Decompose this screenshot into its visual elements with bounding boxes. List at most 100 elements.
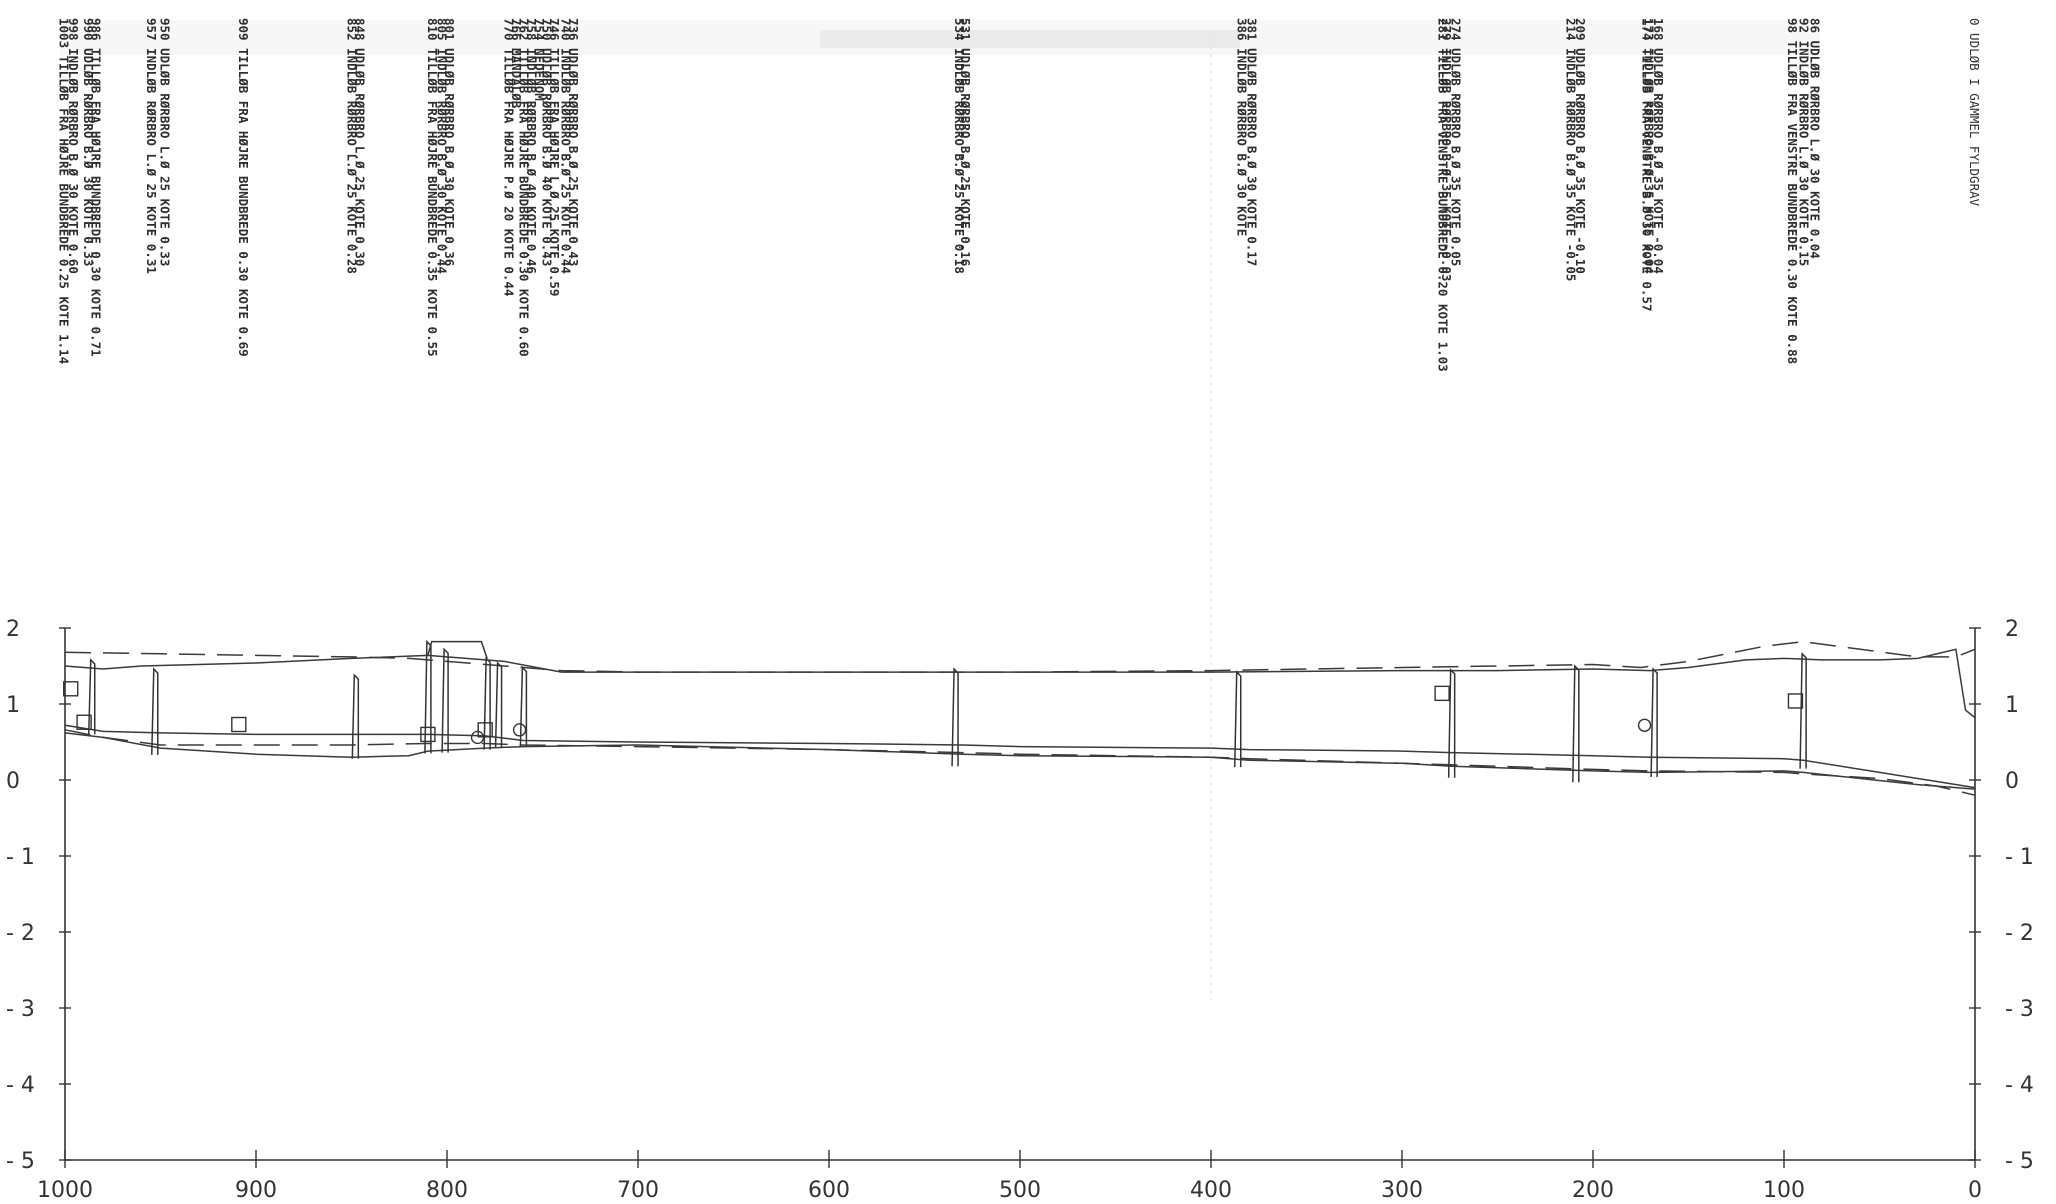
inflow-markers	[63, 681, 1804, 745]
station-annotation: 950 UDLØB RØRBRO L.Ø 25 KOTE 0.33	[158, 18, 173, 266]
profile-line	[64, 732, 1976, 790]
station-annotation: 801 UDLØB RØRBRO B.Ø 30 KOTE 0.36	[442, 18, 457, 266]
culvert-structure	[519, 665, 528, 747]
y-tick-label-right: - 5	[2005, 1149, 2034, 1174]
culvert-structure	[351, 673, 360, 759]
station-annotation: 381 UDLØB RØRBRO B.Ø 30 KOTE 0.17	[1244, 18, 1259, 266]
plot-frame: 2 21 10 0- 1- 1- 2- 2- 3- 3- 4- 4- 5- 51000…	[6, 617, 2034, 1203]
culvert-structures	[87, 639, 1807, 783]
culvert-structure	[951, 667, 959, 767]
station-annotation: 98 TILLØB FRA VENSTRE BUNDBREDE 0.30 KOT…	[1785, 18, 1800, 364]
culvert-structure	[1650, 667, 1658, 777]
profile-line	[64, 729, 1976, 796]
x-tick-label: 400	[1190, 1178, 1232, 1203]
inflow-circle-marker	[512, 723, 527, 737]
y-tick-label-right: 0	[2005, 769, 2019, 794]
x-tick-label: 300	[1381, 1178, 1423, 1203]
culvert-structure	[1572, 664, 1580, 783]
station-annotation: 998 INDLØB RØRBRO B.Ø 30 KOTE 0.60	[66, 18, 81, 274]
y-tick-label-right: - 1	[2005, 845, 2034, 870]
station-annotation: 279 INDLØB RØRBRO B.Ø 35 KOTE -0.03	[1439, 18, 1454, 281]
inflow-square-marker	[1434, 685, 1450, 702]
inflow-square-marker	[231, 716, 247, 733]
profile-lines	[64, 640, 1976, 796]
x-tick-label: 800	[426, 1178, 468, 1203]
culvert-structure	[1799, 652, 1807, 769]
x-tick-label: 1000	[37, 1178, 93, 1203]
station-annotation: 736 UDLØB RØRBRO B.Ø 25 KOTE 0.43	[566, 18, 581, 266]
station-annotation: 754 NEDENOM	[532, 18, 547, 101]
inflow-square-marker	[477, 722, 493, 738]
station-annotation: 852 INDLØB RØRBRO L.Ø 25 KOTE 0.28	[345, 18, 360, 274]
station-annotation: 770 TILLØB FRA HØJRE P.Ø 20 KOTE 0.44	[501, 18, 516, 296]
y-tick-label-left: - 3	[6, 997, 35, 1022]
y-tick-label-left: - 4	[6, 1073, 35, 1098]
inflow-circle-marker	[470, 730, 485, 745]
station-annotation: 805 INDLØB RØRBRO B.Ø 30 KOTE 0.44	[434, 18, 449, 274]
culvert-structure	[441, 647, 449, 753]
station-annotation: 173 INDLØB RØRBRO B.Ø 35 KOTE 0.04	[1642, 18, 1657, 274]
y-tick-label-left: 1	[6, 693, 20, 718]
culvert-structure	[494, 661, 503, 748]
inflow-circle-marker	[1637, 718, 1652, 732]
x-tick-label: 0	[1968, 1178, 1982, 1203]
station-annotation: 909 TILLØB FRA HØJRE BUNDBREDE 0.30 KOTE…	[236, 18, 251, 357]
station-annotation: 274 UDLØB RØRBRO B.Ø 35 KOTE 0.05	[1449, 18, 1464, 266]
station-annotation: 848 UDLØB RØRBRO L.Ø 25 KOTE 0.30	[352, 18, 367, 266]
x-tick-label: 600	[808, 1178, 850, 1203]
station-annotation: 746 TILLØB FRA HØJRE L.Ø 25 KOTE 0.59	[547, 18, 562, 296]
station-annotation: 762 TILLØB FRA HØJRE BUNDBREDE 0.30 KOTE…	[517, 18, 532, 357]
y-tick-label-right: 1	[2005, 693, 2019, 718]
station-annotation: 986 TILLØB FRA HØJRE BUNDBREDE 0.30 KOTE…	[89, 18, 104, 357]
y-tick-label-right: 2	[2005, 617, 2019, 642]
x-tick-label: 200	[1572, 1178, 1614, 1203]
y-tick-label-left: 2	[6, 617, 20, 642]
x-tick-label: 500	[999, 1178, 1041, 1203]
inflow-square-marker	[63, 681, 79, 697]
culvert-structure	[424, 639, 432, 754]
station-annotation: 168 UDLØB RØRBRO B.Ø 35 KOTE -0.04	[1651, 18, 1666, 274]
culvert-structure	[87, 658, 96, 735]
station-annotation: 281 TILLØB FRA VENSTRE BUNDBREDE 0.20 KO…	[1435, 18, 1450, 372]
station-annotation: 740 INDLØB RØRBRO B.Ø 25 KOTE 0.44	[559, 18, 574, 274]
station-annotation: 810 TILLØB FRA HØJRE BUNDBREDE 0.35 KOTE…	[425, 18, 440, 357]
profile-line	[64, 724, 1976, 789]
scan-smudge	[820, 30, 1240, 48]
station-annotation: 1003 TILLØB FRA HØJRE BUNDBREDE 0.25 KOT…	[56, 18, 71, 364]
drawing-header: 0 UDLØB I GAMMEL FYLDGRAV	[1967, 18, 1982, 207]
station-annotation: 174 TILLØB FRA VENSTRE B.Ø 30 KOTE 0.57	[1640, 18, 1655, 312]
x-tick-label: 100	[1763, 1178, 1805, 1203]
inflow-square-marker	[420, 726, 436, 743]
paper-marks	[60, 20, 1820, 1000]
y-tick-label-left: - 5	[6, 1149, 35, 1174]
annotations-layer: 0 UDLØB I GAMMEL FYLDGRAV 86 UDLØB RØRBRO…	[56, 18, 1982, 372]
station-annotation: 758 INDLØB RØRBRO B.Ø 40 KOTE 0.46	[524, 18, 539, 274]
y-tick-label-left: - 2	[6, 921, 35, 946]
station-annotation: 990 UDLØB RØRBRO B.Ø 30 KOTE 0.33	[81, 18, 96, 266]
station-annotation: 750 UDLØB RØRBRO B.Ø 40 KOTE 0.43	[540, 18, 555, 266]
y-tick-label-right: - 4	[2005, 1073, 2034, 1098]
station-annotation: 209 UDLØB RØRBRO B.Ø 35 KOTE -0.10	[1573, 18, 1588, 274]
culvert-structure	[1447, 668, 1456, 778]
x-tick-label: 900	[235, 1178, 277, 1203]
station-annotation: 214 INDLØB RØRBRO B.Ø 35 KOTE -0.05	[1563, 18, 1578, 281]
station-annotation: 531 UDLØB RØRBRO B.Ø 25 KOTE 0.16	[958, 18, 973, 266]
culvert-structure	[427, 640, 488, 659]
y-tick-label-left: - 1	[6, 845, 35, 870]
station-annotation: 534 INDLØB RØRBRO B.Ø 25 KOTE 0.18	[952, 18, 967, 274]
y-tick-label-left: 0	[6, 769, 20, 794]
inflow-square-marker	[76, 714, 92, 730]
culvert-structure	[1233, 670, 1242, 768]
station-annotation: 86 UDLØB RØRBRO L.Ø 30 KOTE 0.04	[1808, 18, 1823, 259]
station-annotation: 386 INDLØB RØRBRO B.Ø 30 KOTE	[1235, 18, 1250, 236]
station-annotation: 766 MANDALØB	[509, 18, 524, 109]
culvert-structure	[483, 656, 491, 750]
profile-line	[64, 648, 1976, 719]
station-annotation: 957 INDLØB RØRBRO L.Ø 25 KOTE 0.31	[144, 18, 159, 274]
x-tick-label: 700	[617, 1178, 659, 1203]
y-tick-label-right: - 3	[2005, 997, 2034, 1022]
inflow-square-marker	[1787, 693, 1804, 709]
y-tick-label-right: - 2	[2005, 921, 2034, 946]
